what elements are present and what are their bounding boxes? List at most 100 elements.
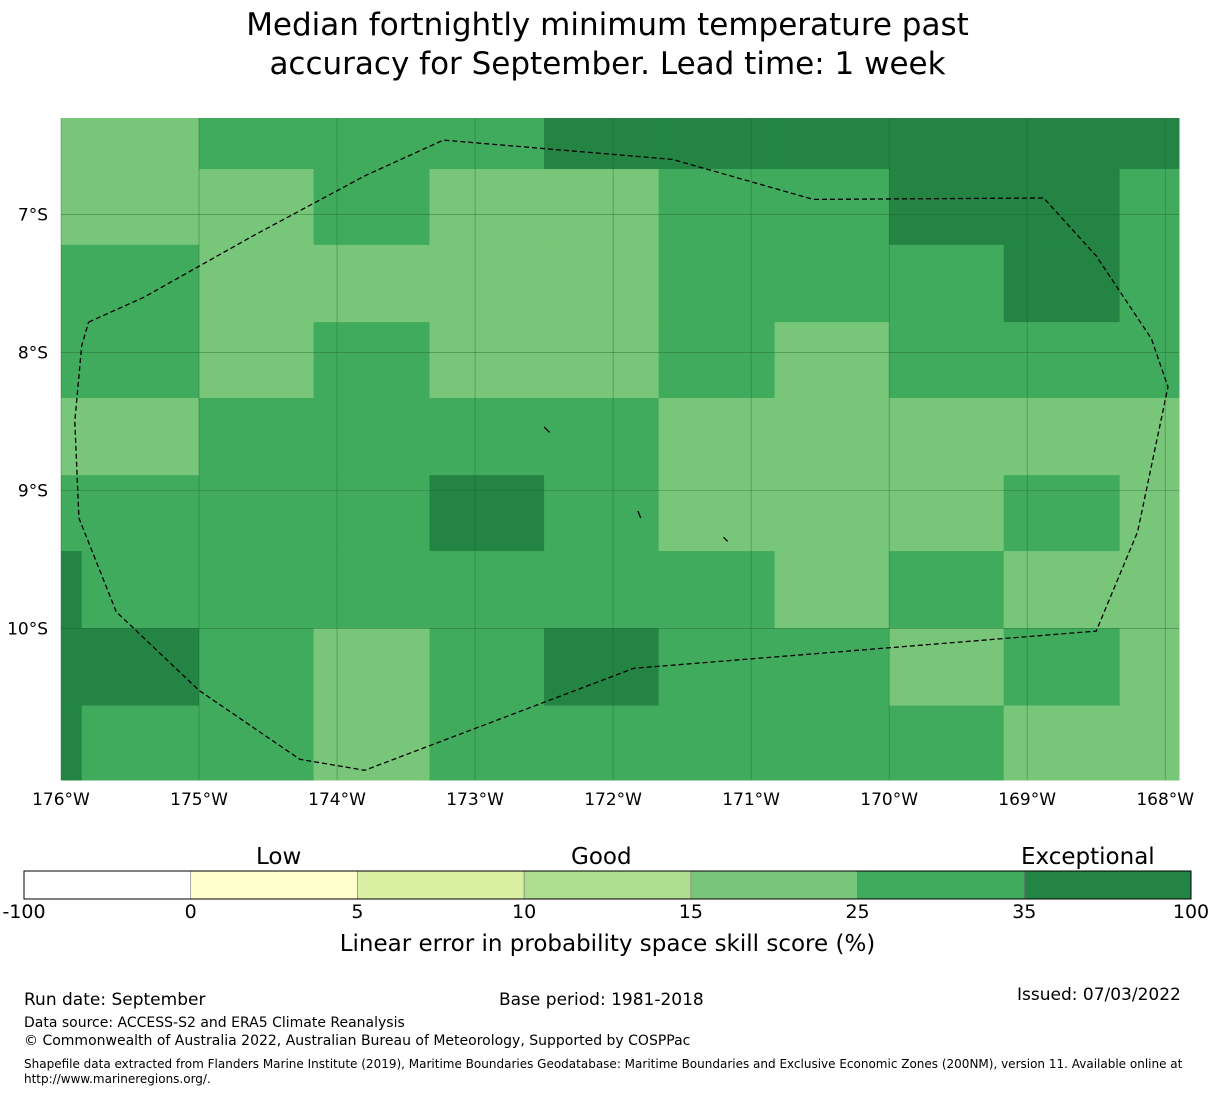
- grid-cell: [81, 628, 200, 707]
- lon-tick-label: 171°W: [722, 790, 780, 810]
- grid-cell: [199, 475, 315, 552]
- colorbar-tick-label: -100: [2, 901, 46, 923]
- grid-cell: [313, 244, 431, 323]
- colorbar-segment: [190, 870, 358, 900]
- lon-tick-label: 172°W: [584, 790, 642, 810]
- grid-cell: [81, 705, 200, 781]
- grid-cell: [61, 551, 83, 629]
- skill-score-map: 176°W 175°W 174°W 173°W 172°W 171°W 170°W 169°W…: [7, 118, 1194, 810]
- grid-cell: [429, 397, 545, 476]
- grid-cell: [81, 169, 200, 246]
- colorbar-segment: [690, 870, 858, 900]
- grid-cell: [544, 169, 660, 246]
- eez-boundary: [74, 139, 1169, 771]
- data-source: Data source: ACCESS-S2 and ERA5 Climate …: [24, 1015, 405, 1031]
- grid-cell: [658, 169, 776, 246]
- grid-cell: [429, 628, 545, 707]
- grid-cell: [81, 475, 200, 552]
- grid-cell: [61, 169, 83, 246]
- grid-cell: [81, 244, 200, 323]
- grid-cell: [199, 322, 315, 399]
- copyright: © Commonwealth of Australia 2022, Austra…: [24, 1033, 691, 1049]
- grid-cell: [889, 551, 1005, 629]
- colorbar-tick-label: 25: [845, 901, 870, 923]
- grid-cell: [61, 244, 83, 323]
- lon-tick-label: 175°W: [170, 790, 228, 810]
- gridlines: [60, 118, 1179, 780]
- grid-cell: [429, 322, 545, 399]
- grid-cell: [1119, 475, 1180, 552]
- grid-cell: [774, 322, 890, 399]
- latitude-ticks: 7°S 8°S 9°S 10°S: [7, 206, 48, 640]
- lon-tick-label: 168°W: [1136, 790, 1194, 810]
- grid-cell: [1119, 628, 1180, 707]
- grid-cell: [81, 118, 200, 170]
- lon-tick-label: 173°W: [446, 790, 504, 810]
- grid-cell: [889, 397, 1005, 476]
- grid-cell: [313, 169, 431, 246]
- colorbar-segment: [857, 870, 1025, 900]
- lat-tick-label: 9°S: [18, 481, 48, 501]
- colorbar-tick-label: 10: [512, 901, 537, 923]
- grid-cell: [429, 244, 545, 323]
- grid-cell: [61, 322, 83, 399]
- grid-cell: [774, 397, 890, 476]
- shapefile-credit: Shapefile data extracted from Flanders M…: [24, 1057, 1183, 1086]
- grid-cell: [658, 322, 776, 399]
- grid-cell: [313, 475, 431, 552]
- grid-cell: [1003, 397, 1121, 476]
- colorbar-title: Linear error in probability space skill …: [339, 931, 876, 957]
- grid-cell: [544, 397, 660, 476]
- grid-cell: [81, 397, 200, 476]
- issued-date: Issued: 07/03/2022: [1017, 985, 1181, 1005]
- grid-cell: [1003, 169, 1121, 246]
- map-title: Median fortnightly minimum temperature p…: [0, 6, 1215, 84]
- colorbar-segment: [1023, 870, 1192, 900]
- grid-cell: [1119, 322, 1180, 399]
- grid-cell: [658, 705, 776, 781]
- grid-cell: [429, 169, 545, 246]
- colorbar-tick-label: 15: [678, 901, 703, 923]
- grid-cell: [313, 628, 431, 707]
- colorbar-segment: [357, 870, 525, 900]
- colorbar-tick-label: 100: [1172, 901, 1210, 923]
- grid-cell: [199, 397, 315, 476]
- grid-cell: [199, 551, 315, 629]
- grid-cell: [61, 118, 83, 170]
- grid-cell: [1003, 118, 1121, 170]
- grid-cell: [544, 322, 660, 399]
- lat-tick-label: 10°S: [7, 619, 48, 639]
- base-period: Base period: 1981-2018: [499, 990, 704, 1010]
- island: [637, 510, 642, 519]
- grid-cells: [61, 118, 1180, 781]
- category-good: Good: [571, 844, 632, 870]
- grid-cell: [313, 118, 431, 170]
- colorbar-segment: [523, 870, 692, 900]
- grid-cell: [313, 551, 431, 629]
- grid-cell: [1119, 705, 1180, 781]
- grid-cell: [81, 322, 200, 399]
- lat-tick-label: 8°S: [18, 343, 48, 363]
- grid-cell: [313, 705, 431, 781]
- grid-cell: [658, 118, 776, 170]
- run-date: Run date: September: [24, 990, 206, 1010]
- lon-tick-label: 170°W: [860, 790, 918, 810]
- grid-cell: [81, 551, 200, 629]
- longitude-ticks: 176°W 175°W 174°W 173°W 172°W 171°W 170°W 169°W…: [32, 790, 1194, 810]
- grid-cell: [1119, 118, 1180, 170]
- colorbar-tick-label: 0: [184, 901, 197, 923]
- grid-cell: [658, 397, 776, 476]
- grid-cell: [544, 705, 660, 781]
- grid-cell: [774, 705, 890, 781]
- grid-cell: [774, 551, 890, 629]
- grid-cell: [774, 475, 890, 552]
- grid-cell: [1119, 397, 1180, 476]
- title-line-2: accuracy for September. Lead time: 1 wee…: [269, 46, 946, 82]
- grid-cell: [1003, 705, 1121, 781]
- grid-cell: [429, 705, 545, 781]
- grid-cell: [199, 628, 315, 707]
- island: [723, 536, 729, 542]
- colorbar-tick-label: 35: [1012, 901, 1037, 923]
- grid-cell: [61, 397, 83, 476]
- islands: [543, 426, 729, 542]
